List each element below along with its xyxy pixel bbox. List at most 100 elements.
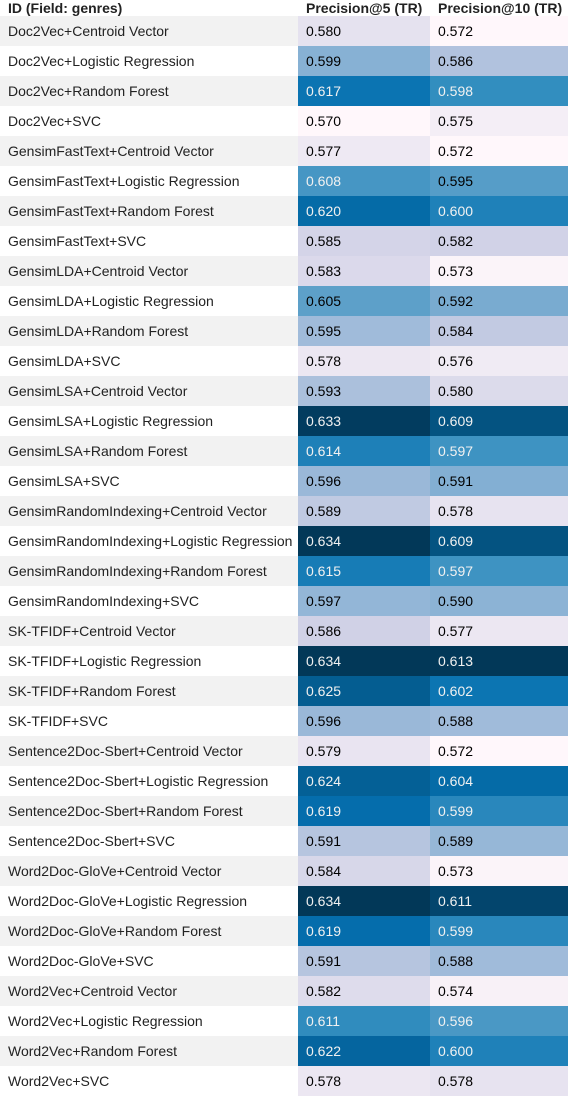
table-row: Doc2Vec+Random Forest 0.617 0.598	[0, 76, 568, 106]
precision-at-5-cell: 0.579	[298, 736, 430, 766]
table-row: GensimLSA+Centroid Vector 0.593 0.580	[0, 376, 568, 406]
table-body: Doc2Vec+Centroid Vector 0.580 0.572 Doc2Vec…	[0, 16, 568, 1096]
column-header-id: ID (Field: genres)	[8, 0, 123, 16]
precision-at-10-cell: 0.577	[430, 616, 568, 646]
precision-at-5-cell: 0.583	[298, 256, 430, 286]
precision-at-5-cell: 0.634	[298, 526, 430, 556]
table-row: Sentence2Doc-Sbert+Random Forest 0.619 0.5…	[0, 796, 568, 826]
precision-at-10-cell: 0.597	[430, 556, 568, 586]
table-row: GensimFastText+Logistic Regression 0.608 0…	[0, 166, 568, 196]
precision-at-10-cell: 0.588	[430, 946, 568, 976]
precision-at-10-cell: 0.604	[430, 766, 568, 796]
precision-at-5-cell: 0.570	[298, 106, 430, 136]
precision-at-10-cell: 0.586	[430, 46, 568, 76]
row-id-cell: GensimLDA+Logistic Regression	[0, 286, 298, 316]
row-id-cell: GensimFastText+Logistic Regression	[0, 166, 298, 196]
table-row: GensimRandomIndexing+Centroid Vector 0.58…	[0, 496, 568, 526]
table-row: Sentence2Doc-Sbert+Centroid Vector 0.579 0…	[0, 736, 568, 766]
precision-at-10-cell: 0.597	[430, 436, 568, 466]
table-row: Word2Doc-GloVe+Centroid Vector 0.584 0.573	[0, 856, 568, 886]
row-id-cell: Word2Doc-GloVe+Centroid Vector	[0, 856, 298, 886]
table-row: SK-TFIDF+SVC 0.596 0.588	[0, 706, 568, 736]
table-row: Word2Doc-GloVe+Logistic Regression 0.634 0…	[0, 886, 568, 916]
precision-at-5-cell: 0.586	[298, 616, 430, 646]
table-row: GensimLDA+Logistic Regression 0.605 0.592	[0, 286, 568, 316]
precision-at-5-cell: 0.620	[298, 196, 430, 226]
table-row: Word2Doc-GloVe+SVC 0.591 0.588	[0, 946, 568, 976]
table-row: GensimLDA+Random Forest 0.595 0.584	[0, 316, 568, 346]
precision-at-10-cell: 0.596	[430, 1006, 568, 1036]
precision-at-10-cell: 0.584	[430, 316, 568, 346]
row-id-cell: Sentence2Doc-Sbert+Centroid Vector	[0, 736, 298, 766]
precision-at-10-cell: 0.613	[430, 646, 568, 676]
row-id-cell: Sentence2Doc-Sbert+Logistic Regression	[0, 766, 298, 796]
table-row: GensimRandomIndexing+Random Forest 0.615 0…	[0, 556, 568, 586]
precision-at-10-cell: 0.582	[430, 226, 568, 256]
precision-at-5-cell: 0.615	[298, 556, 430, 586]
precision-at-5-cell: 0.593	[298, 376, 430, 406]
column-header-precision-at-5: Precision@5 (TR)	[306, 0, 423, 16]
row-id-cell: GensimLSA+Random Forest	[0, 436, 298, 466]
precision-at-5-cell: 0.625	[298, 676, 430, 706]
precision-at-5-cell: 0.595	[298, 316, 430, 346]
precision-at-10-cell: 0.600	[430, 1036, 568, 1066]
row-id-cell: Word2Vec+Centroid Vector	[0, 976, 298, 1006]
precision-at-10-cell: 0.590	[430, 586, 568, 616]
header-row: ID (Field: genres) Precision@5 (TR) Prec…	[0, 0, 568, 16]
table-row: SK-TFIDF+Centroid Vector 0.586 0.577	[0, 616, 568, 646]
precision-at-10-cell: 0.592	[430, 286, 568, 316]
precision-at-10-cell: 0.609	[430, 406, 568, 436]
precision-at-5-cell: 0.633	[298, 406, 430, 436]
precision-at-5-cell: 0.578	[298, 1066, 430, 1096]
row-id-cell: GensimRandomIndexing+Centroid Vector	[0, 496, 298, 526]
table-row: GensimLSA+Logistic Regression 0.633 0.609	[0, 406, 568, 436]
row-id-cell: Word2Doc-GloVe+Logistic Regression	[0, 886, 298, 916]
row-id-cell: GensimFastText+Random Forest	[0, 196, 298, 226]
row-id-cell: GensimFastText+SVC	[0, 226, 298, 256]
row-id-cell: Word2Vec+SVC	[0, 1066, 298, 1096]
precision-at-5-cell: 0.634	[298, 646, 430, 676]
table-header: ID (Field: genres) Precision@5 (TR) Prec…	[0, 0, 568, 16]
precision-at-5-cell: 0.582	[298, 976, 430, 1006]
precision-at-10-cell: 0.602	[430, 676, 568, 706]
precision-at-5-cell: 0.584	[298, 856, 430, 886]
table-row: SK-TFIDF+Random Forest 0.625 0.602	[0, 676, 568, 706]
row-id-cell: Word2Doc-GloVe+SVC	[0, 946, 298, 976]
precision-at-10-cell: 0.573	[430, 856, 568, 886]
row-id-cell: SK-TFIDF+Centroid Vector	[0, 616, 298, 646]
table-row: GensimRandomIndexing+Logistic Regression…	[0, 526, 568, 556]
precision-at-10-cell: 0.573	[430, 256, 568, 286]
precision-at-5-cell: 0.596	[298, 466, 430, 496]
precision-at-10-cell: 0.599	[430, 796, 568, 826]
precision-at-10-cell: 0.599	[430, 916, 568, 946]
row-id-cell: Doc2Vec+Random Forest	[0, 76, 298, 106]
precision-at-10-cell: 0.588	[430, 706, 568, 736]
precision-at-10-cell: 0.576	[430, 346, 568, 376]
precision-at-5-cell: 0.578	[298, 346, 430, 376]
row-id-cell: Doc2Vec+Logistic Regression	[0, 46, 298, 76]
precision-at-10-cell: 0.598	[430, 76, 568, 106]
precision-at-5-cell: 0.591	[298, 946, 430, 976]
table-row: Sentence2Doc-Sbert+SVC 0.591 0.589	[0, 826, 568, 856]
precision-at-10-cell: 0.578	[430, 1066, 568, 1096]
table-row: GensimFastText+Random Forest 0.620 0.600	[0, 196, 568, 226]
row-id-cell: GensimLSA+Centroid Vector	[0, 376, 298, 406]
row-id-cell: GensimLSA+Logistic Regression	[0, 406, 298, 436]
row-id-cell: Doc2Vec+Centroid Vector	[0, 16, 298, 46]
precision-at-10-cell: 0.611	[430, 886, 568, 916]
precision-at-5-cell: 0.619	[298, 916, 430, 946]
precision-at-5-cell: 0.597	[298, 586, 430, 616]
row-id-cell: SK-TFIDF+SVC	[0, 706, 298, 736]
table-row: Word2Vec+Random Forest 0.622 0.600	[0, 1036, 568, 1066]
table-row: Doc2Vec+Centroid Vector 0.580 0.572	[0, 16, 568, 46]
table-row: Doc2Vec+Logistic Regression 0.599 0.586	[0, 46, 568, 76]
precision-at-10-cell: 0.572	[430, 136, 568, 166]
precision-at-10-cell: 0.600	[430, 196, 568, 226]
precision-at-10-cell: 0.574	[430, 976, 568, 1006]
table-row: Word2Vec+SVC 0.578 0.578	[0, 1066, 568, 1096]
row-id-cell: GensimLDA+SVC	[0, 346, 298, 376]
precision-at-5-cell: 0.619	[298, 796, 430, 826]
precision-at-5-cell: 0.611	[298, 1006, 430, 1036]
precision-at-10-cell: 0.578	[430, 496, 568, 526]
precision-at-5-cell: 0.605	[298, 286, 430, 316]
